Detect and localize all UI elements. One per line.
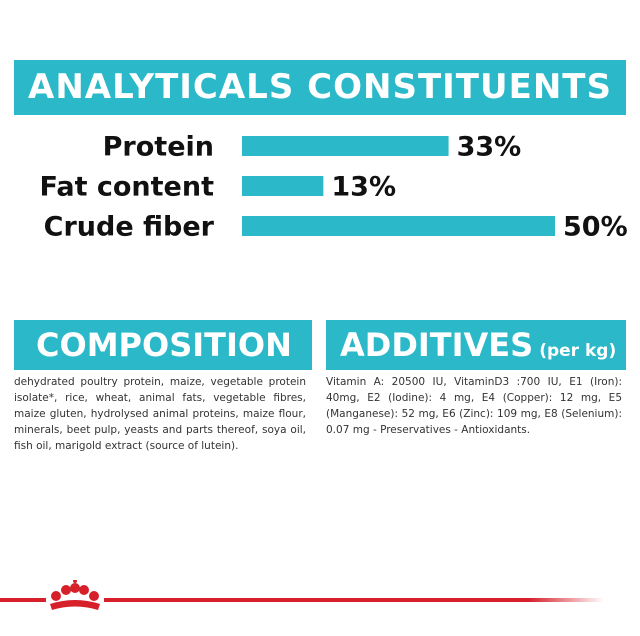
section-title-text: ADDITIVES bbox=[340, 326, 534, 364]
footer-line bbox=[0, 598, 46, 602]
category-label: Fat content bbox=[39, 172, 214, 203]
chart: Protein 33% Fat content 13% Crude fiber 50% bbox=[39, 132, 628, 243]
additives-text: Vitamin A: 20500 IU, VitaminD3 :700 IU, … bbox=[326, 376, 622, 436]
bar bbox=[242, 216, 555, 236]
value-label: 50% bbox=[563, 212, 628, 243]
value-label: 33% bbox=[457, 132, 522, 163]
chart-title: ANALYTICALS CONSTITUENTS bbox=[14, 60, 626, 115]
footer-line bbox=[104, 598, 604, 602]
value-label: 13% bbox=[331, 172, 396, 203]
section-title: COMPOSITION bbox=[14, 320, 312, 370]
section-title: ADDITIVES (per kg) bbox=[326, 320, 626, 370]
unit-label: (per kg) bbox=[539, 341, 617, 361]
crown-logo bbox=[50, 580, 100, 610]
category-label: Crude fiber bbox=[44, 212, 215, 243]
bar bbox=[242, 176, 324, 196]
bar bbox=[242, 136, 449, 156]
category-label: Protein bbox=[103, 132, 214, 163]
footer bbox=[0, 580, 604, 610]
composition-text: dehydrated poultry protein, maize, veget… bbox=[14, 376, 306, 452]
